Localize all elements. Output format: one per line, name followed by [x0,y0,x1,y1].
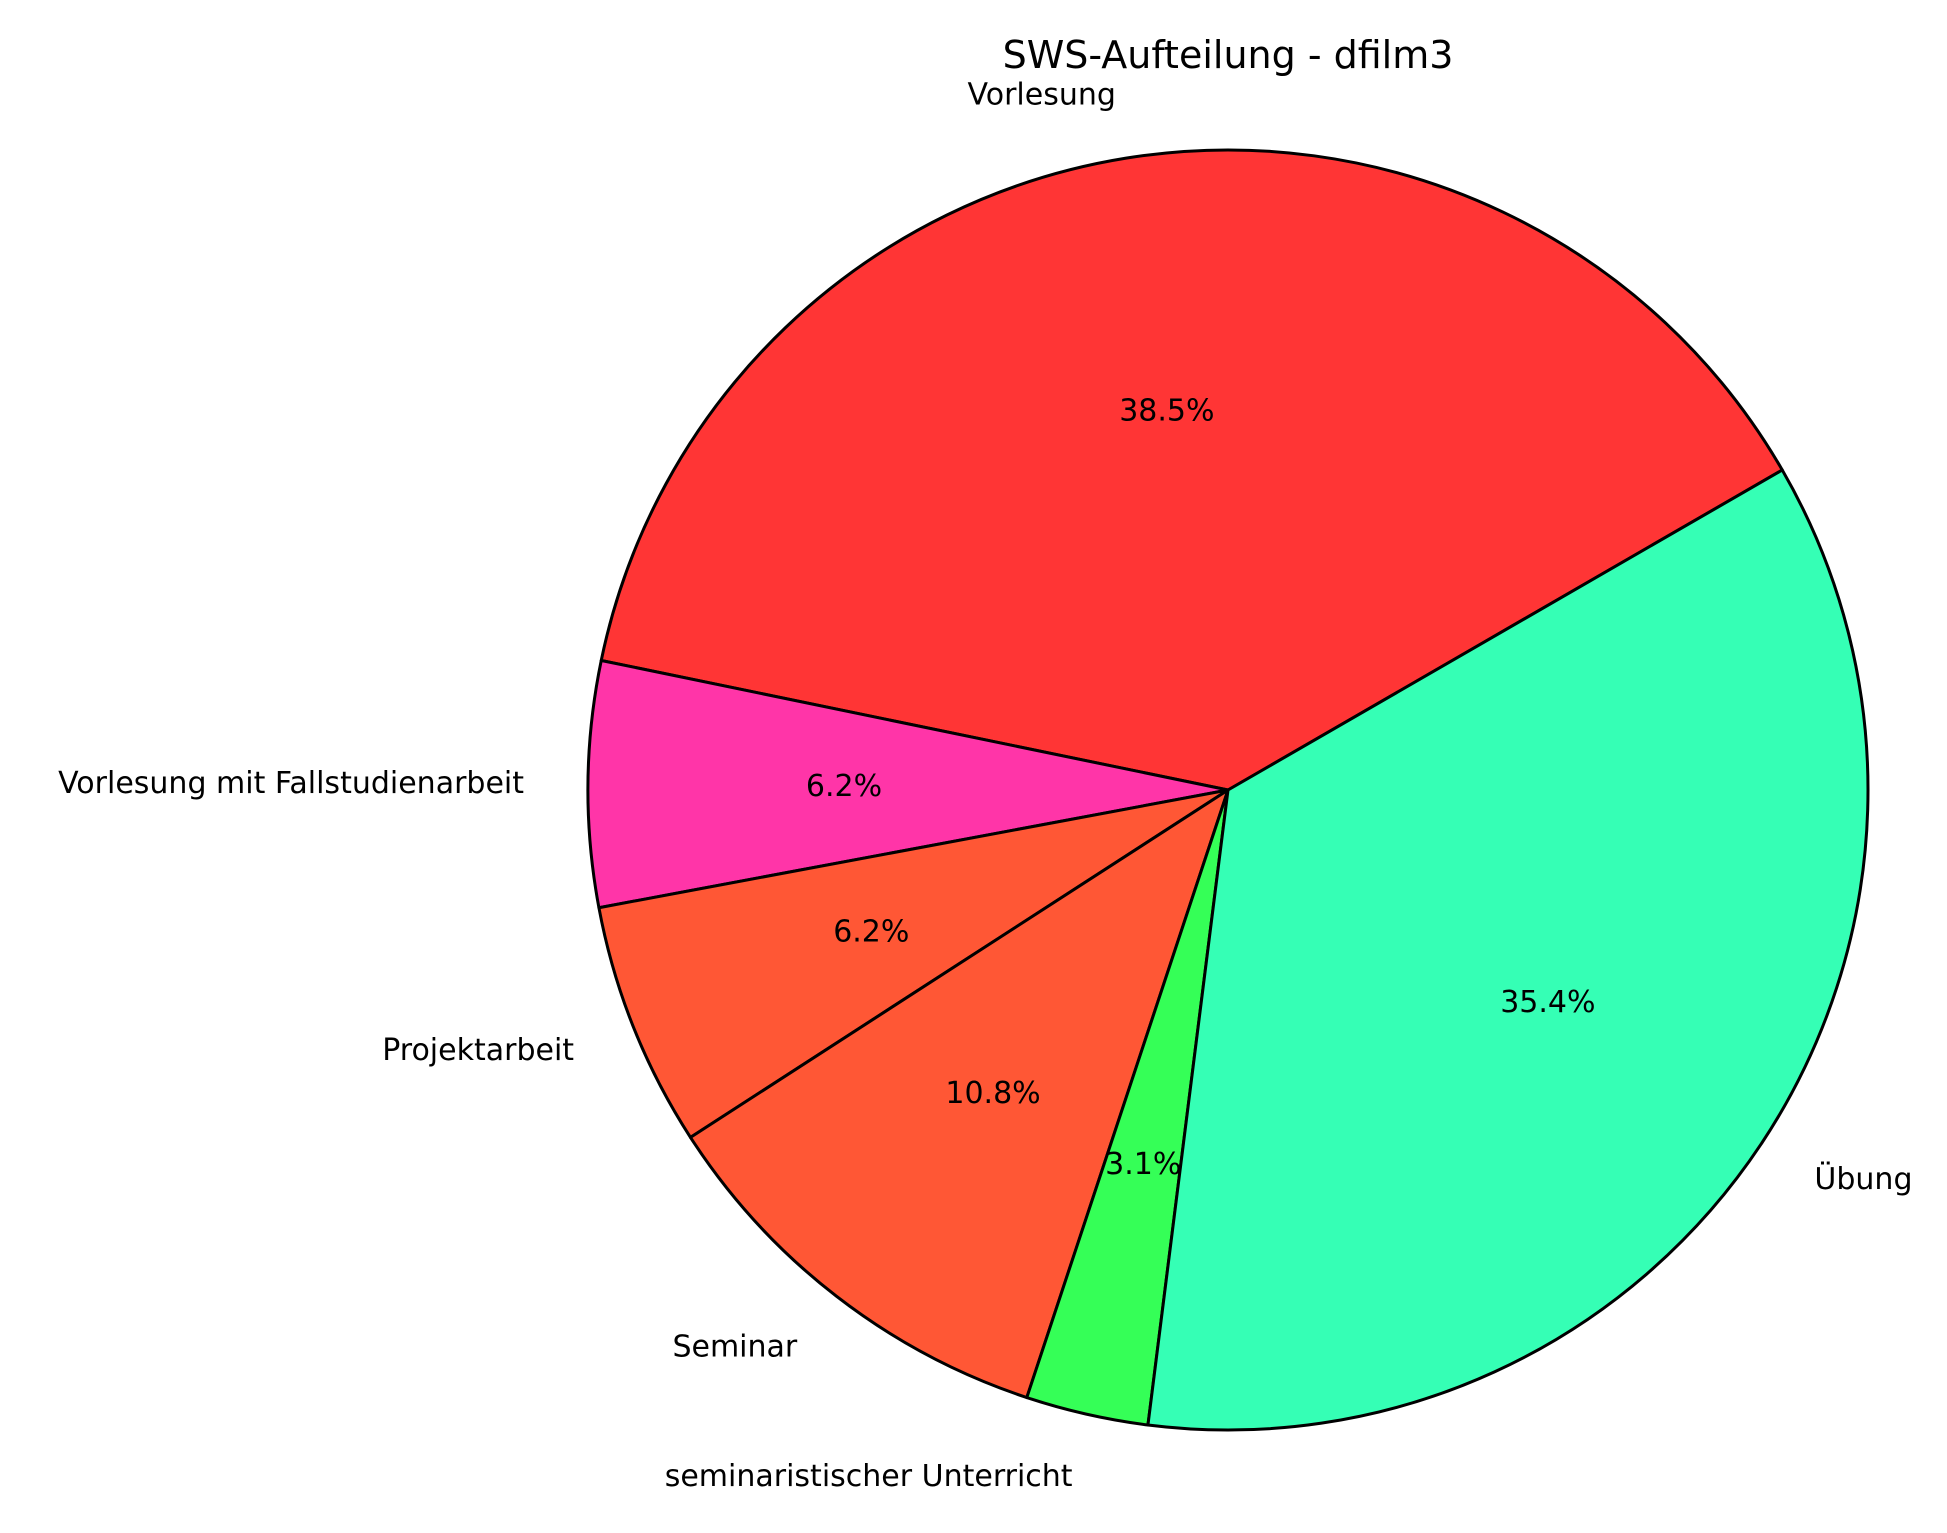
slice-label: Vorlesung mit Fallstudienarbeit [58,766,524,801]
pie-slice-bung [1146,468,1870,1432]
pie-percent-labels: 38.5% 6.2% 6.2% 10.8% 3.1% 35.4% [806,393,1596,1182]
slice-percent-label: 35.4% [1500,985,1595,1020]
pie-slices [586,148,1870,1432]
slice-label: Projektarbeit [382,1033,574,1068]
pie-slice-vorlesung-mit-fallstudienarbeit [586,658,1230,910]
chart-title: SWS-Aufteilung - dfilm3 [1003,33,1454,77]
pie-slice-projektarbeit [597,788,1230,1139]
slice-percent-label: 6.2% [833,915,909,950]
pie-labels: Vorlesung Vorlesung mit Fallstudienarbeit… [58,77,1912,1494]
slice-percent-label: 10.8% [945,1076,1040,1111]
slice-label: seminaristischer Unterricht [665,1459,1073,1494]
slice-label: Seminar [672,1329,797,1364]
slice-label: Vorlesung [968,77,1116,112]
slice-percent-label: 6.2% [806,769,882,804]
slice-percent-label: 3.1% [1105,1147,1181,1182]
slice-label: Übung [1814,1161,1912,1197]
pie-slice-vorlesung [599,148,1784,792]
slice-percent-label: 38.5% [1119,393,1214,428]
pie-slice-seminar [688,788,1230,1400]
